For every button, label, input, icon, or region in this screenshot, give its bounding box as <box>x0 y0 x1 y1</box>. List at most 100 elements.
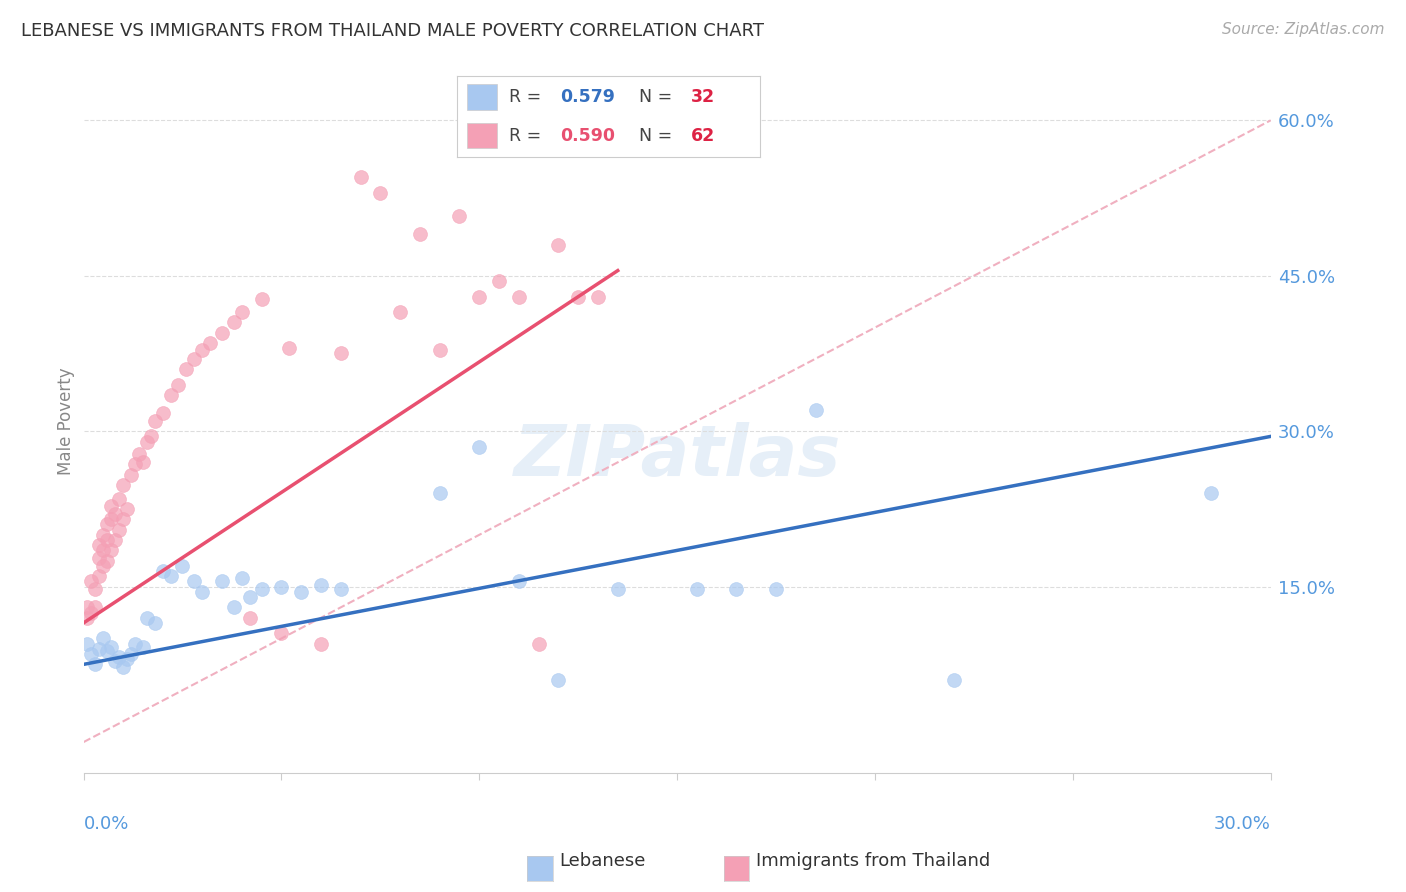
Point <box>152 406 174 420</box>
Point <box>309 637 332 651</box>
Point <box>89 641 111 656</box>
Point <box>96 533 118 547</box>
Point <box>139 429 162 443</box>
Point <box>191 343 214 358</box>
Point <box>270 580 292 594</box>
Point <box>132 455 155 469</box>
Point <box>1201 486 1223 500</box>
Point <box>100 543 122 558</box>
Point <box>239 590 262 604</box>
Point <box>508 289 530 303</box>
Point <box>112 660 135 674</box>
Point <box>135 611 157 625</box>
Point <box>290 584 312 599</box>
Point <box>389 305 412 319</box>
Point <box>183 574 205 589</box>
Point <box>96 517 118 532</box>
Point <box>76 600 98 615</box>
Point <box>222 600 245 615</box>
Point <box>80 647 103 661</box>
Point <box>91 528 114 542</box>
Point <box>84 582 107 596</box>
Point <box>124 458 146 472</box>
Point <box>547 673 569 687</box>
Y-axis label: Male Poverty: Male Poverty <box>58 367 75 475</box>
Point <box>89 550 111 565</box>
Point <box>100 499 122 513</box>
Point <box>91 558 114 573</box>
Point <box>686 582 709 596</box>
Point <box>606 582 628 596</box>
Point <box>468 440 491 454</box>
Point <box>80 606 103 620</box>
Point <box>231 571 253 585</box>
Point <box>108 523 131 537</box>
Point <box>112 512 135 526</box>
Point <box>329 346 352 360</box>
Point <box>128 447 150 461</box>
Point <box>135 434 157 449</box>
Point <box>804 403 827 417</box>
Point <box>159 569 181 583</box>
Point <box>89 538 111 552</box>
Point <box>89 569 111 583</box>
Point <box>449 209 471 223</box>
Point <box>172 558 194 573</box>
Text: ZIPatlas: ZIPatlas <box>513 422 841 491</box>
Text: Lebanese: Lebanese <box>560 852 645 870</box>
Point <box>429 343 451 358</box>
Point <box>96 554 118 568</box>
Point <box>167 377 190 392</box>
Point <box>508 574 530 589</box>
Point <box>104 654 127 668</box>
Text: 0.0%: 0.0% <box>83 815 129 833</box>
Point <box>586 289 609 303</box>
Point <box>183 351 205 366</box>
Point <box>309 577 332 591</box>
Point <box>152 564 174 578</box>
Point <box>231 305 253 319</box>
Text: LEBANESE VS IMMIGRANTS FROM THAILAND MALE POVERTY CORRELATION CHART: LEBANESE VS IMMIGRANTS FROM THAILAND MAL… <box>21 22 763 40</box>
Point <box>112 478 135 492</box>
Point <box>943 673 966 687</box>
Point <box>84 600 107 615</box>
Point <box>132 640 155 654</box>
Point <box>108 491 131 506</box>
Point <box>108 650 131 665</box>
Point <box>278 341 301 355</box>
Point <box>368 186 391 200</box>
Point <box>567 289 589 303</box>
Point <box>91 632 114 646</box>
Point <box>270 626 292 640</box>
Point <box>120 647 142 661</box>
Point <box>96 644 118 658</box>
Point <box>765 582 787 596</box>
Point <box>250 582 273 596</box>
Point <box>100 512 122 526</box>
Point <box>222 315 245 329</box>
Point <box>124 637 146 651</box>
Point <box>100 640 122 654</box>
Point <box>527 637 550 651</box>
Point <box>104 533 127 547</box>
Point <box>91 543 114 558</box>
Point <box>176 362 198 376</box>
Point <box>191 584 214 599</box>
Point <box>429 486 451 500</box>
Point <box>468 289 491 303</box>
Point <box>725 582 748 596</box>
Text: 30.0%: 30.0% <box>1213 815 1271 833</box>
Point <box>488 274 510 288</box>
Point <box>80 574 103 589</box>
Text: Immigrants from Thailand: Immigrants from Thailand <box>756 852 991 870</box>
Point <box>250 292 273 306</box>
Point <box>115 502 138 516</box>
Point <box>143 414 166 428</box>
Point <box>120 467 142 482</box>
Point <box>547 237 569 252</box>
Point <box>211 574 233 589</box>
Point <box>239 611 262 625</box>
Point <box>104 507 127 521</box>
Point <box>329 582 352 596</box>
Point <box>76 637 98 651</box>
